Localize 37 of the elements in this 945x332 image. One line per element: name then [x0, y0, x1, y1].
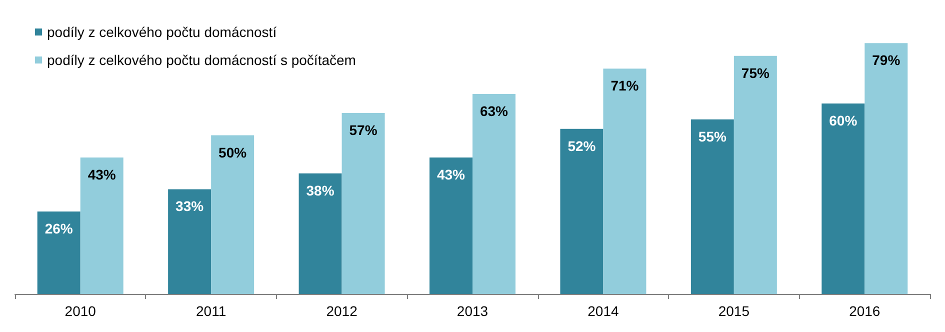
data-label: 63%	[480, 102, 509, 119]
bar	[822, 104, 865, 294]
legend-label: podíly z celkového počtu domácností s počítačem	[47, 52, 356, 68]
legend-label: podíly z celkového počtu domácností	[47, 24, 277, 40]
data-label: 43%	[88, 166, 116, 182]
data-label: 71%	[610, 78, 640, 94]
data-label: 38%	[306, 182, 335, 198]
x-tick-label: 2015	[718, 303, 750, 319]
x-tick-label: 2011	[196, 303, 226, 319]
x-tick-label: 2013	[456, 303, 488, 319]
data-label: 57%	[349, 122, 378, 138]
bar	[430, 157, 472, 294]
x-tick-label: 2016	[849, 303, 880, 319]
x-tick-label: 2010	[64, 303, 96, 319]
data-label: 52%	[568, 138, 596, 154]
data-label: 75%	[741, 64, 770, 81]
data-label: 50%	[218, 144, 248, 160]
data-label: 60%	[829, 112, 858, 128]
bar	[560, 128, 604, 294]
bar	[734, 56, 777, 294]
data-label: 43%	[436, 166, 466, 182]
data-label: 79%	[872, 52, 901, 68]
bar	[80, 157, 124, 294]
data-label: 33%	[176, 198, 204, 214]
bar	[37, 211, 80, 294]
bar	[472, 94, 516, 294]
bar	[342, 113, 385, 294]
data-label: 55%	[698, 128, 727, 144]
bar	[211, 135, 254, 294]
bar	[690, 119, 734, 294]
bar	[864, 43, 908, 294]
data-label: 26%	[44, 220, 74, 236]
bar	[603, 68, 646, 294]
bar	[298, 173, 342, 294]
x-tick-label: 2012	[326, 303, 358, 319]
x-tick-label: 2014	[588, 303, 619, 319]
bar	[168, 189, 212, 294]
